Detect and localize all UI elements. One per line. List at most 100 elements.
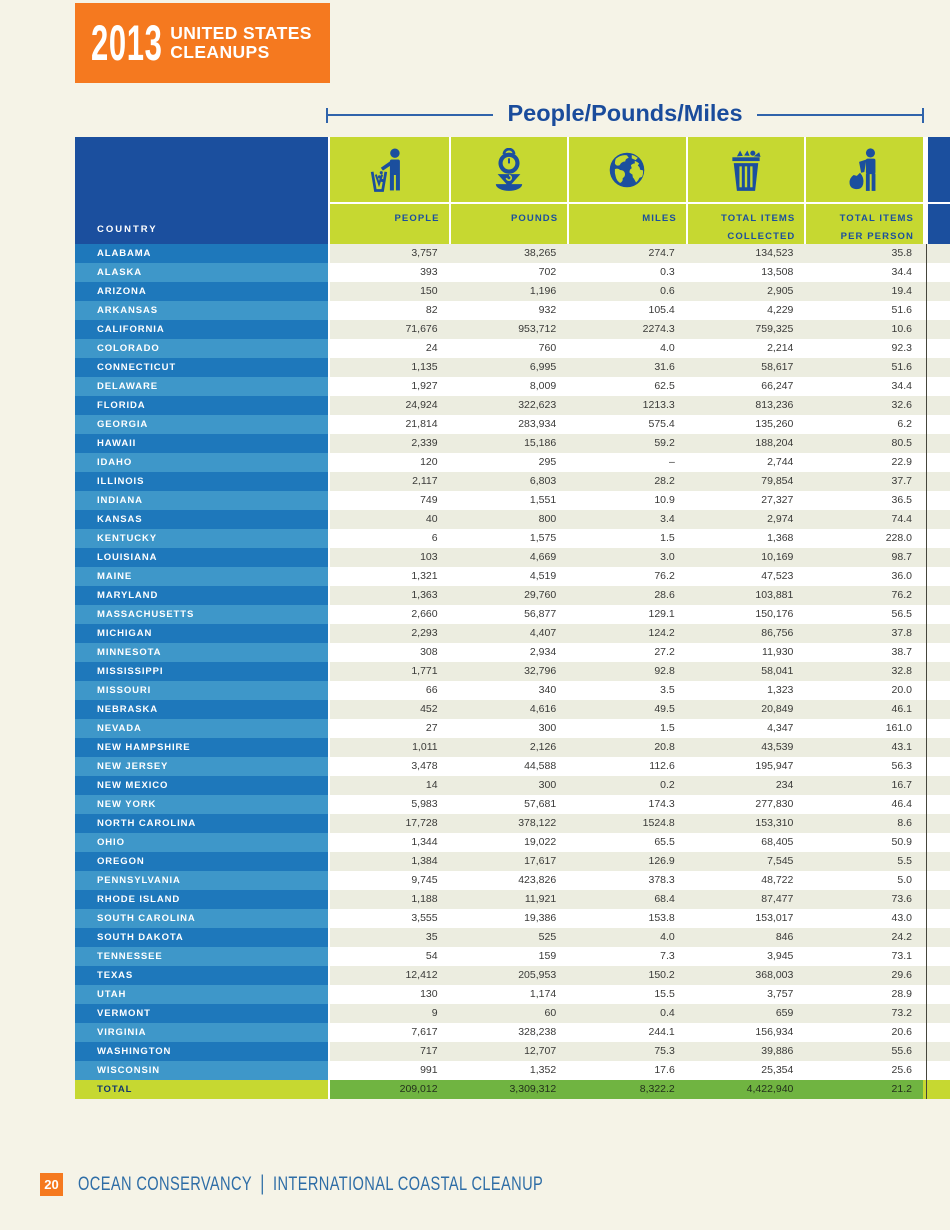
value-cell: 134,523	[755, 247, 794, 259]
value-cell: 32.6	[891, 399, 912, 411]
value-cell: 2,117	[412, 475, 438, 487]
value-cell: 50.9	[891, 836, 912, 848]
value-cell: 7.3	[660, 950, 675, 962]
table-row: VIRGINIA 7,617 328,238 244.1 156,934 20.…	[75, 1023, 950, 1042]
state-label: KENTUCKY	[75, 529, 330, 548]
value-cell: 0.6	[660, 285, 675, 297]
value-cell: 24,924	[405, 399, 438, 411]
value-cell: 35.8	[891, 247, 912, 259]
band-filler	[923, 662, 950, 681]
band-filler	[923, 909, 950, 928]
column-header-country: COUNTRY	[75, 137, 330, 244]
value-cell: 2,293	[411, 627, 438, 639]
state-label: COLORADO	[75, 339, 330, 358]
band-filler	[923, 871, 950, 890]
value-cell: 135,260	[755, 418, 794, 430]
value-cell: 991	[420, 1064, 438, 1076]
value-cell: 3.5	[660, 684, 675, 696]
value-cell: 4,519	[529, 570, 557, 582]
column-header-miles: MILES	[567, 137, 686, 244]
value-cell: 328,238	[518, 1026, 557, 1038]
value-cell: 153,017	[755, 912, 794, 924]
bracket-left-cap	[326, 107, 328, 123]
state-label: NEW MEXICO	[75, 776, 330, 795]
value-cell: 105.4	[648, 304, 675, 316]
row-values: 40 800 3.4 2,974 74.4	[330, 510, 950, 529]
value-cell: 59.2	[654, 437, 675, 449]
value-cell: 36.0	[891, 570, 912, 582]
value-cell: 17,617	[524, 855, 557, 867]
value-cell: 4,669	[529, 551, 557, 563]
value-cell: 159	[538, 950, 557, 962]
band-filler	[923, 814, 950, 833]
value-cell: 10,169	[761, 551, 794, 563]
band-filler	[923, 833, 950, 852]
value-cell: 7,617	[411, 1026, 438, 1038]
value-cell: 40	[425, 513, 438, 525]
row-values: 1,321 4,519 76.2 47,523 36.0	[330, 567, 950, 586]
value-cell: 43.0	[891, 912, 912, 924]
value-cell: 25.6	[891, 1064, 912, 1076]
band-filler	[923, 852, 950, 871]
state-label: MICHIGAN	[75, 624, 330, 643]
value-cell: 112.6	[649, 760, 675, 772]
value-cell: 300	[538, 779, 557, 791]
value-cell: 1,575	[529, 532, 557, 544]
state-label: MISSOURI	[75, 681, 330, 700]
row-values: 749 1,551 10.9 27,327 36.5	[330, 491, 950, 510]
value-cell: 575.4	[648, 418, 675, 430]
table-row: COLORADO 24 760 4.0 2,214 92.3	[75, 339, 950, 358]
value-cell: 423,826	[518, 874, 557, 886]
state-label: SOUTH CAROLINA	[75, 909, 330, 928]
band-filler	[923, 1061, 950, 1080]
table-row: MAINE 1,321 4,519 76.2 47,523 36.0	[75, 567, 950, 586]
footer-org: OCEAN CONSERVANCY	[78, 1172, 253, 1195]
value-cell: 7,545	[767, 855, 794, 867]
value-cell: 760	[538, 342, 557, 354]
table-row: INDIANA 749 1,551 10.9 27,327 36.5	[75, 491, 950, 510]
total-items-per-person: 21.2	[891, 1083, 912, 1095]
value-cell: 32.8	[891, 665, 912, 677]
value-cell: 130	[420, 988, 438, 1000]
value-cell: 20.8	[654, 741, 675, 753]
table-row: TENNESSEE 54 159 7.3 3,945 73.1	[75, 947, 950, 966]
state-label: NORTH CAROLINA	[75, 814, 330, 833]
value-cell: 6,995	[529, 361, 557, 373]
value-cell: 274.7	[648, 247, 675, 259]
value-cell: 759,325	[755, 323, 794, 335]
table-row: DELAWARE 1,927 8,009 62.5 66,247 34.4	[75, 377, 950, 396]
state-label: GEORGIA	[75, 415, 330, 434]
column-label-box: TOTAL ITEMS PER PERSON	[806, 204, 923, 244]
trash-can-icon	[687, 137, 805, 202]
value-cell: 4,229	[767, 304, 794, 316]
sliver-label-area	[927, 204, 950, 244]
value-cell: 65.5	[654, 836, 675, 848]
state-label: ALABAMA	[75, 244, 330, 263]
column-header-people: PEOPLE	[330, 137, 449, 244]
table-row: KENTUCKY 6 1,575 1.5 1,368 228.0	[75, 529, 950, 548]
value-cell: 1,771	[411, 665, 438, 677]
value-cell: 2,214	[767, 342, 794, 354]
value-cell: 49.5	[654, 703, 675, 715]
band-filler	[923, 301, 950, 320]
next-page-column-sliver	[927, 137, 950, 244]
band-filler	[923, 282, 950, 301]
sliver-icon-area	[927, 137, 950, 202]
value-cell: 11,930	[762, 646, 794, 658]
value-cell: 6.2	[897, 418, 912, 430]
band-filler	[923, 624, 950, 643]
state-label: VERMONT	[75, 1004, 330, 1023]
state-label: ARIZONA	[75, 282, 330, 301]
table-row: UTAH 130 1,174 15.5 3,757 28.9	[75, 985, 950, 1004]
row-values: 71,676 953,712 2274.3 759,325 10.6	[330, 320, 950, 339]
value-cell: 76.2	[654, 570, 675, 582]
state-label: WISCONSIN	[75, 1061, 330, 1080]
state-label: OREGON	[75, 852, 330, 871]
column-label-items-per-person: TOTAL ITEMS PER PERSON	[839, 213, 914, 242]
band-filler	[923, 928, 950, 947]
row-values: 7,617 328,238 244.1 156,934 20.6	[330, 1023, 950, 1042]
column-label-miles: MILES	[642, 213, 677, 224]
column-label-pounds: POUNDS	[510, 213, 559, 224]
state-label: CONNECTICUT	[75, 358, 330, 377]
